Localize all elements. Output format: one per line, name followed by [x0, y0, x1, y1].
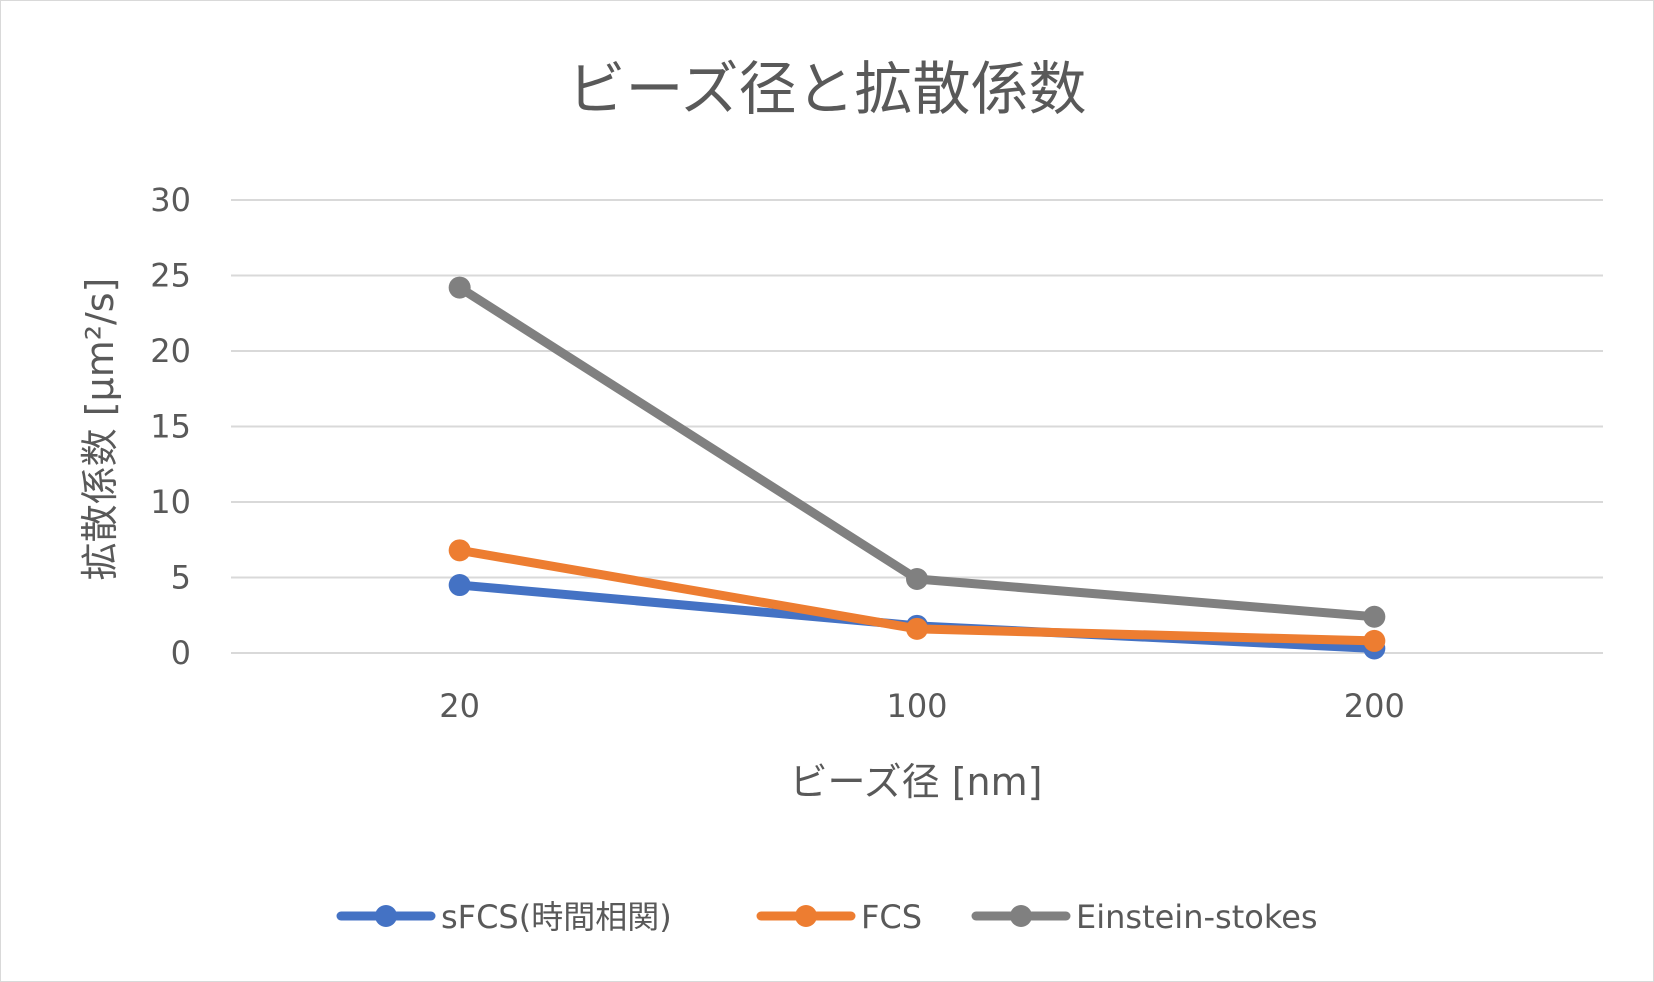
legend-item: Einstein-stokes	[971, 898, 1318, 936]
legend-marker	[1010, 905, 1032, 927]
legend-label: sFCS(時間相関)	[441, 898, 672, 936]
x-axis-title: ビーズ径 [nm]	[790, 760, 1043, 804]
y-tick-label: 25	[150, 257, 191, 295]
legend: sFCS(時間相関) FCS Einstein-stokes	[336, 898, 1318, 936]
plot-series	[448, 276, 1386, 660]
data-point	[448, 276, 471, 299]
data-point	[906, 568, 928, 591]
legend-marker	[795, 905, 817, 927]
x-tick-label: 100	[886, 687, 947, 725]
data-point	[448, 539, 471, 562]
series-2	[448, 276, 1386, 628]
y-tick-label: 5	[171, 559, 191, 597]
y-tick-label: 30	[150, 181, 191, 219]
y-tick-label: 0	[171, 634, 191, 672]
legend-item: FCS	[756, 898, 922, 936]
legend-marker	[375, 905, 397, 927]
y-tick-label: 10	[150, 483, 191, 521]
series-line	[455, 283, 1379, 622]
data-point	[1363, 629, 1386, 652]
x-tick-label: 20	[439, 687, 480, 725]
data-point	[906, 617, 928, 640]
y-tick-label: 20	[150, 332, 191, 370]
y-tick-label: 15	[150, 408, 191, 446]
y-tick-labels: 0 5 10 15 20 25 30	[150, 181, 191, 672]
data-point	[448, 574, 471, 597]
legend-item: sFCS(時間相関)	[336, 898, 672, 936]
legend-label: Einstein-stokes	[1076, 898, 1318, 936]
x-tick-label: 200	[1344, 687, 1405, 725]
chart-title: ビーズ径と拡散係数	[567, 55, 1086, 123]
series-1	[448, 539, 1386, 652]
y-axis-title: 拡散係数 [μm²/s]	[78, 278, 122, 581]
legend-label: FCS	[861, 898, 922, 936]
x-tick-labels: 20 100 200	[439, 687, 1405, 725]
data-point	[1363, 605, 1386, 628]
